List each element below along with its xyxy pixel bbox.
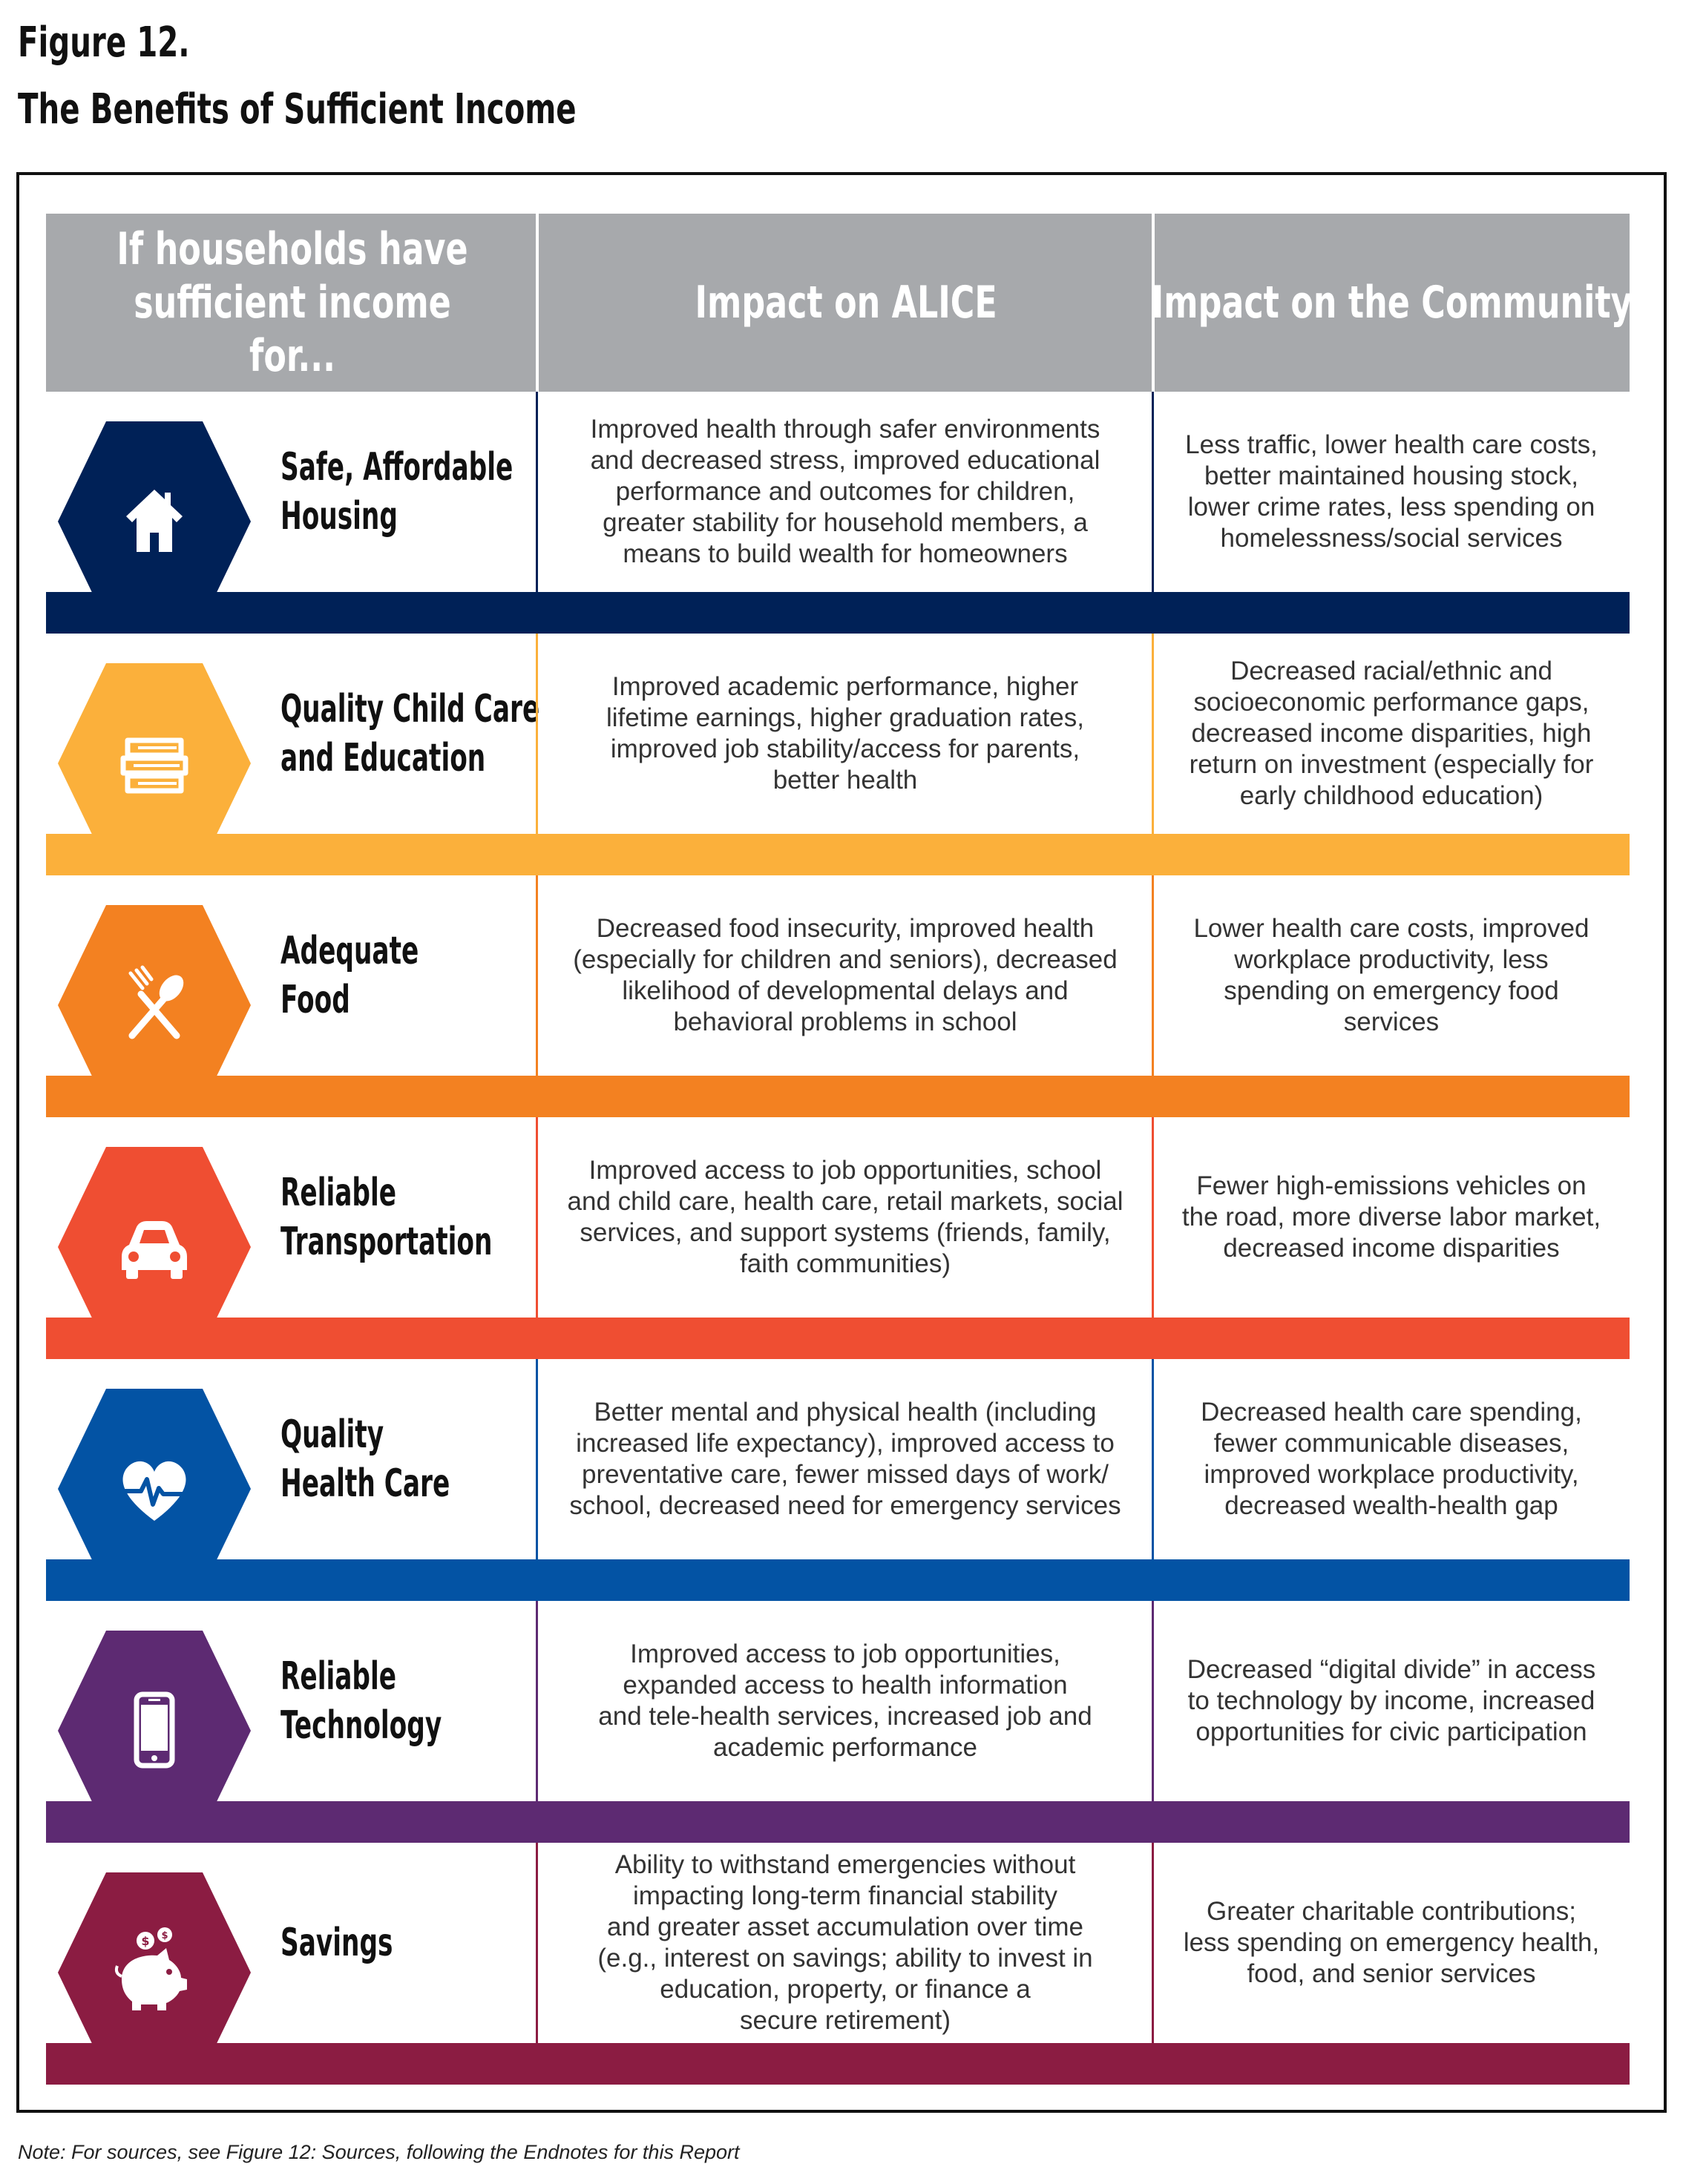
sources-note: Note: For sources, see Figure 12: Source… (18, 2141, 740, 2163)
category-label: Adequate Food (280, 875, 490, 1076)
alice-impact-text: Better mental and physical health (inclu… (569, 1398, 1121, 1520)
column-divider (536, 1359, 538, 1559)
header-divider (1152, 214, 1155, 392)
row-color-band (46, 834, 1630, 875)
column-divider (1152, 1359, 1154, 1559)
alice-impact-text: Decreased food insecurity, improved heal… (573, 914, 1118, 1036)
alice-impact-text: Improved access to job opportunities, sc… (567, 1156, 1123, 1278)
row-color-band (46, 1318, 1630, 1359)
figure-label: Figure 12. (18, 19, 190, 67)
column-divider (536, 1601, 538, 1801)
house-icon (126, 490, 183, 552)
row-color-band (46, 1559, 1630, 1601)
benefit-row: Reliable Transportation Improved access t… (46, 1117, 1630, 1359)
alice-impact-text: Improved health through safer environmen… (590, 415, 1100, 568)
community-impact-cell: Decreased racial/ethnic and socioeconomi… (1155, 634, 1628, 834)
community-impact-text: Decreased health care spending, fewer co… (1201, 1398, 1582, 1520)
column-divider (1152, 875, 1154, 1076)
column-divider (536, 1117, 538, 1318)
community-impact-text: Decreased racial/ethnic and socioeconomi… (1189, 657, 1594, 810)
category-label: Quality Child Care and Education (280, 634, 673, 834)
category-label: Reliable Technology (280, 1601, 525, 1801)
category-label: Quality Health Care (280, 1359, 537, 1559)
column-divider (1152, 1843, 1154, 2043)
header-cell-alice: Impact on ALICE (539, 214, 1153, 392)
books-icon (120, 737, 188, 794)
category-label-text: Quality Child Care and Education (280, 687, 540, 780)
community-impact-cell: Decreased “digital divide” in access to … (1155, 1601, 1628, 1801)
category-label-text: Quality Health Care (280, 1412, 450, 1506)
category-hexagon (58, 421, 251, 622)
alice-impact-cell: Improved access to job opportunities, sc… (539, 1117, 1152, 1318)
benefit-row: Adequate Food Decreased food insecurity, … (46, 875, 1630, 1117)
figure-frame (16, 172, 1667, 2113)
row-color-band (46, 1801, 1630, 1843)
column-divider (536, 1843, 538, 2043)
row-color-band (46, 2043, 1630, 2085)
alice-impact-text: Improved academic performance, higher li… (606, 672, 1084, 795)
category-hexagon (58, 1147, 251, 1347)
alice-impact-cell: Ability to withstand emergencies without… (539, 1843, 1152, 2043)
column-divider (1152, 392, 1154, 592)
category-hexagon: $ $ (58, 1872, 251, 2073)
alice-impact-cell: Decreased food insecurity, improved heal… (539, 875, 1152, 1076)
column-divider (1152, 1601, 1154, 1801)
community-impact-cell: Decreased health care spending, fewer co… (1155, 1359, 1628, 1559)
category-label: Reliable Transportation (280, 1117, 601, 1318)
category-label: Safe, Affordable Housing (280, 392, 633, 592)
category-hexagon (58, 663, 251, 864)
column-divider (536, 875, 538, 1076)
alice-impact-cell: Improved academic performance, higher li… (539, 634, 1152, 834)
column-divider (1152, 1117, 1154, 1318)
community-impact-text: Less traffic, lower health care costs, b… (1185, 430, 1598, 553)
heart-pulse-icon (120, 1461, 188, 1521)
row-color-band (46, 592, 1630, 634)
category-label-text: Reliable Transportation (280, 1171, 493, 1264)
table-header: If households have sufficient income for… (46, 214, 1633, 392)
category-label-text: Savings (280, 1921, 393, 1965)
category-label-text: Reliable Technology (280, 1654, 442, 1748)
benefit-row: Quality Health Care Better mental and phy… (46, 1359, 1630, 1601)
svg-text:$: $ (141, 1934, 149, 1948)
header-community-label: Impact on the Community (1152, 277, 1633, 329)
header-category-label: If households have sufficient income for… (117, 223, 468, 382)
figure-title: The Benefits of Sufficient Income (18, 85, 577, 134)
community-impact-text: Decreased “digital divide” in access to … (1187, 1655, 1596, 1746)
alice-impact-text: Improved access to job opportunities, ex… (598, 1639, 1092, 1762)
community-impact-text: Fewer high-emissions vehicles on the roa… (1181, 1171, 1601, 1263)
category-hexagon (58, 905, 251, 1105)
header-cell-category: If households have sufficient income for… (46, 214, 539, 392)
alice-impact-cell: Improved health through safer environmen… (539, 392, 1152, 592)
fork-spoon-icon (128, 965, 184, 1039)
community-impact-text: Greater charitable contributions; less s… (1183, 1897, 1600, 1988)
community-impact-text: Lower health care costs, improved workpl… (1193, 914, 1590, 1036)
header-alice-label: Impact on ALICE (695, 277, 997, 329)
community-impact-cell: Greater charitable contributions; less s… (1155, 1843, 1628, 2043)
header-cell-community: Impact on the Community (1152, 214, 1633, 392)
column-divider (536, 392, 538, 592)
benefit-row: Quality Child Care and Education Improved… (46, 634, 1630, 875)
benefit-row: Safe, Affordable Housing Improved health … (46, 392, 1630, 634)
column-divider (536, 634, 538, 834)
category-label: Savings (280, 1843, 450, 2043)
category-hexagon (58, 1631, 251, 1831)
car-icon (122, 1221, 187, 1279)
alice-impact-cell: Improved access to job opportunities, ex… (539, 1601, 1152, 1801)
category-label-text: Safe, Affordable Housing (280, 445, 514, 539)
benefit-row: $ $ Savings Ability to withstand emergencie… (46, 1843, 1630, 2085)
header-divider (536, 214, 539, 392)
alice-impact-text: Ability to withstand emergencies without… (597, 1850, 1093, 2035)
community-impact-cell: Less traffic, lower health care costs, b… (1155, 392, 1628, 592)
row-color-band (46, 1076, 1630, 1117)
benefit-row: Reliable Technology Improved access to jo… (46, 1601, 1630, 1843)
smartphone-icon (134, 1691, 175, 1769)
piggy-bank-icon: $ $ (114, 1927, 187, 2010)
community-impact-cell: Fewer high-emissions vehicles on the roa… (1155, 1117, 1628, 1318)
alice-impact-cell: Better mental and physical health (inclu… (539, 1359, 1152, 1559)
svg-text:$: $ (161, 1930, 168, 1941)
category-hexagon (58, 1389, 251, 1589)
column-divider (1152, 634, 1154, 834)
community-impact-cell: Lower health care costs, improved workpl… (1155, 875, 1628, 1076)
category-label-text: Adequate Food (280, 929, 419, 1022)
